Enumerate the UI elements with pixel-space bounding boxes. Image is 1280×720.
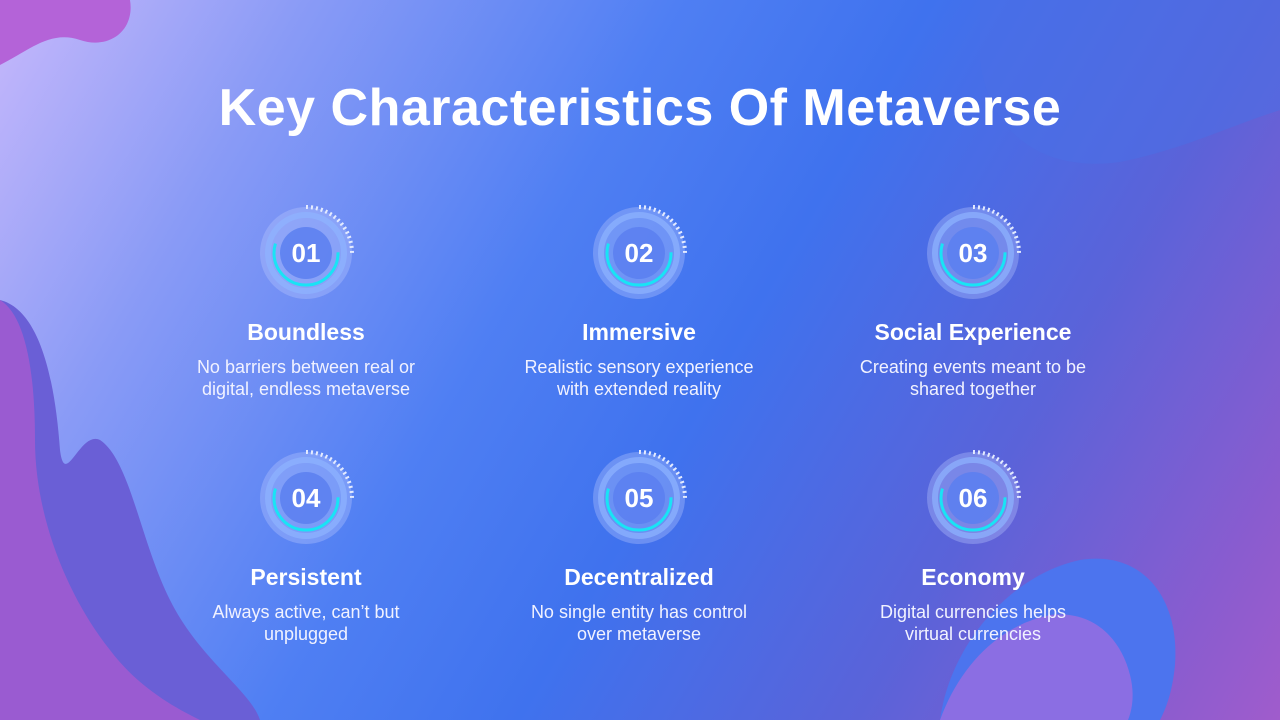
description-line: shared together: [909, 379, 1037, 399]
description-line: Always active, can’t but: [212, 602, 400, 622]
item-number: 05: [624, 483, 654, 513]
item-title: Decentralized: [564, 564, 714, 590]
item-number: 06: [958, 483, 988, 513]
characteristic-card-5: 05 Decentralized No single entity has co…: [489, 448, 789, 645]
characteristic-card-1: 01 Boundless No barriers between real or…: [156, 203, 456, 400]
item-description: Digital currencies helps virtual currenc…: [823, 601, 1123, 645]
description-line: No single entity has control: [530, 602, 748, 622]
item-title: Immersive: [582, 319, 696, 345]
item-description: Creating events meant to be shared toget…: [823, 356, 1123, 400]
ring-icon: [593, 205, 687, 299]
characteristic-card-2: 02 Immersive Realistic sensory experienc…: [489, 203, 789, 400]
item-description: Realistic sensory experience with extend…: [489, 356, 789, 400]
description-line: No barriers between real or: [196, 357, 416, 377]
item-number: 02: [624, 238, 654, 268]
characteristic-card-4: 04 Persistent Always active, can’t but u…: [156, 448, 456, 645]
description-line: digital, endless metaverse: [201, 379, 411, 399]
item-title: Persistent: [250, 564, 362, 590]
number-badge: 02: [589, 203, 689, 303]
description-line: Creating events meant to be: [859, 357, 1087, 377]
item-number: 04: [291, 483, 321, 513]
ring-icon: [593, 450, 687, 544]
description-line: with extended reality: [556, 379, 722, 399]
description-line: Realistic sensory experience: [524, 357, 754, 377]
item-title: Social Experience: [874, 319, 1072, 345]
number-badge: 06: [923, 448, 1023, 548]
left-wave-blob: [0, 300, 260, 720]
item-number: 01: [291, 238, 321, 268]
ring-icon: [260, 450, 354, 544]
description-line: unplugged: [263, 624, 349, 644]
ring-icon: [927, 450, 1021, 544]
number-badge: 01: [256, 203, 356, 303]
bottom-right-blob: [940, 558, 1176, 720]
item-number: 03: [958, 238, 988, 268]
ring-icon: [260, 205, 354, 299]
description-line: Digital currencies helps: [879, 602, 1067, 622]
slide-title: Key Characteristics Of Metaverse: [218, 79, 1062, 137]
item-description: Always active, can’t but unplugged: [156, 601, 456, 645]
top-left-blob: [0, 0, 131, 65]
number-badge: 03: [923, 203, 1023, 303]
item-title: Economy: [921, 564, 1025, 590]
item-title: Boundless: [247, 319, 365, 345]
item-description: No single entity has control over metave…: [489, 601, 789, 645]
number-badge: 05: [589, 448, 689, 548]
description-line: virtual currencies: [904, 624, 1042, 644]
number-badge: 04: [256, 448, 356, 548]
characteristic-card-3: 03 Social Experience Creating events mea…: [823, 203, 1123, 400]
top-right-blob: [980, 0, 1280, 164]
description-line: over metaverse: [576, 624, 702, 644]
characteristic-card-6: 06 Economy Digital currencies helps virt…: [823, 448, 1123, 645]
item-description: No barriers between real or digital, end…: [156, 356, 456, 400]
ring-icon: [927, 205, 1021, 299]
